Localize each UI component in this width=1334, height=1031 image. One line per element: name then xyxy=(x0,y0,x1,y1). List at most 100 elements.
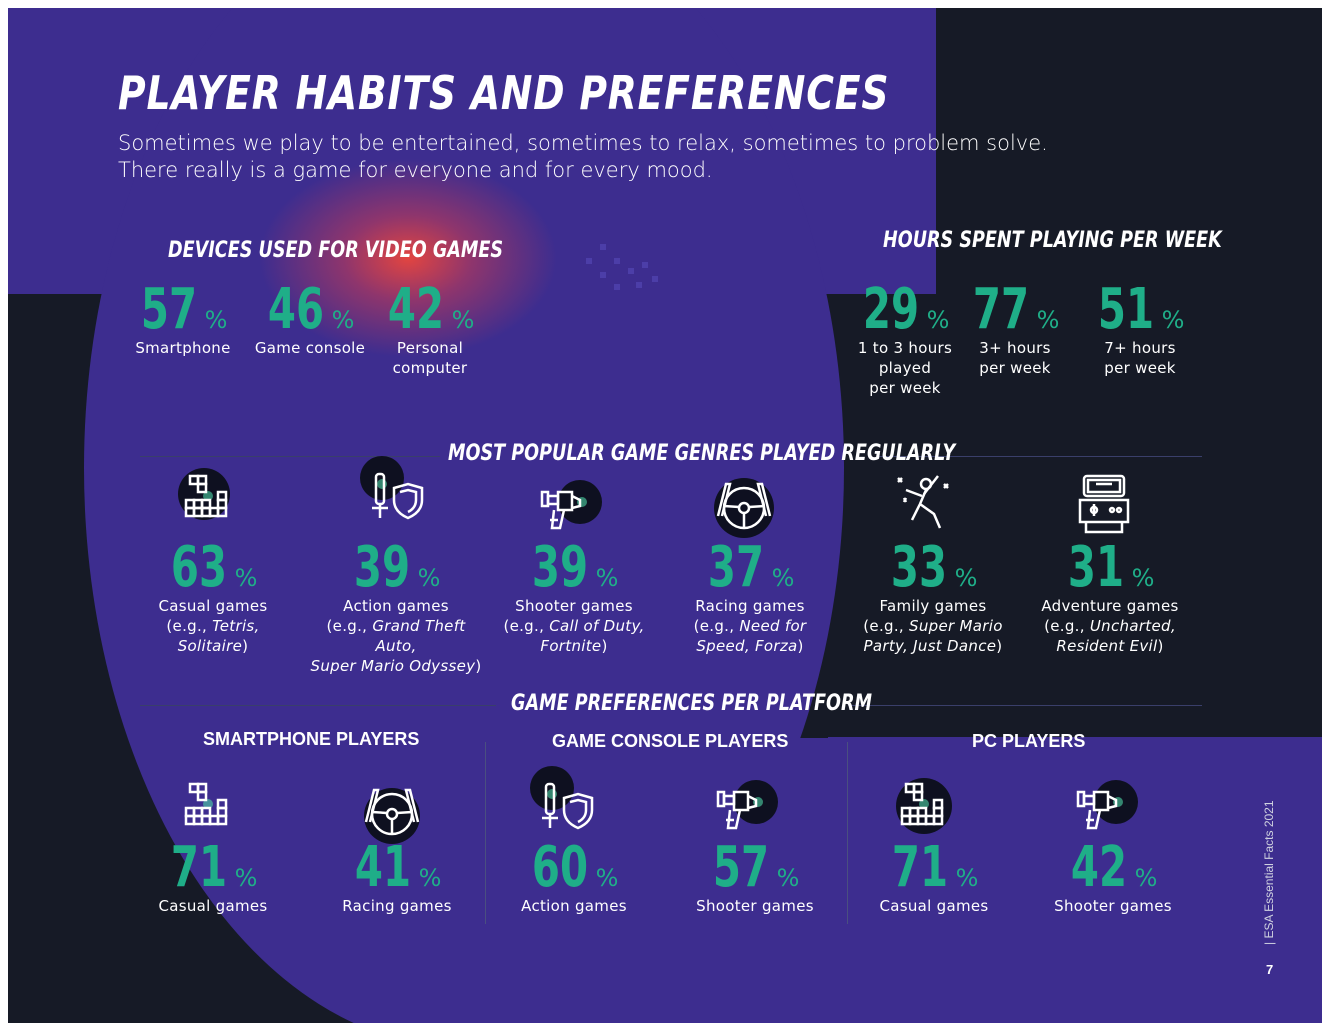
stat-unit: % xyxy=(234,864,258,892)
stat-unit: % xyxy=(1161,306,1185,334)
stat-label: Game console xyxy=(254,339,366,357)
genre-stat-action: 39% Action games (e.g., Grand Theft Auto… xyxy=(306,540,486,676)
device-stat-personal-computer: 42% Personal computer xyxy=(375,282,485,378)
genre-stat-family: 33% Family games (e.g., Super Mario Part… xyxy=(858,540,1008,656)
puzzle-blocks-icon xyxy=(894,776,958,840)
stat-value: 33 xyxy=(890,535,947,600)
pixel-dots-decoration xyxy=(586,244,666,294)
blaster-icon xyxy=(1072,774,1138,838)
example-title-2: Solitaire xyxy=(177,637,243,655)
stat-value: 77 xyxy=(972,277,1029,342)
example-prefix: (e.g., xyxy=(863,617,910,635)
stat-value: 31 xyxy=(1067,535,1124,600)
stat-label-line-1: 7+ hours xyxy=(1104,339,1176,357)
example-title-1: Call of Duty, xyxy=(549,617,645,635)
genre-name: Shooter games xyxy=(515,597,633,615)
stat-unit: % xyxy=(451,306,475,334)
page-title: PLAYER HABITS AND PREFERENCES xyxy=(118,66,890,120)
stat-label-line-1: 1 to 3 hours xyxy=(857,339,953,357)
genres-heading: MOST POPULAR GAME GENRES PLAYED REGULARL… xyxy=(448,441,956,466)
example-title-2: Party, Just Dance xyxy=(863,637,997,655)
hours-heading: HOURS SPENT PLAYING PER WEEK xyxy=(883,228,1222,253)
example-title-2: Speed, Forza xyxy=(696,637,798,655)
stat-label-line-3: per week xyxy=(869,379,941,397)
arcade-machine-icon xyxy=(1072,472,1136,536)
divider-line xyxy=(140,456,440,457)
steering-wheel-icon xyxy=(360,782,424,846)
example-prefix: (e.g., xyxy=(503,617,550,635)
puzzle-blocks-icon xyxy=(178,468,242,532)
stat-unit: % xyxy=(955,864,979,892)
stat-value: 60 xyxy=(531,835,588,900)
example-title-1: Tetris, xyxy=(212,617,260,635)
blaster-icon xyxy=(536,474,602,538)
subtitle-line-2: There really is a game for everyone and … xyxy=(118,158,713,182)
genre-stat-adventure: 31% Adventure games (e.g., Uncharted, Re… xyxy=(1035,540,1185,656)
blaster-icon xyxy=(712,774,778,838)
subtitle-line-1: Sometimes we play to be entertained, som… xyxy=(118,131,1048,155)
stat-value: 71 xyxy=(170,835,227,900)
hours-stat-7-plus: 51% 7+ hours per week xyxy=(1095,282,1185,378)
steering-wheel-icon xyxy=(712,476,776,540)
example-suffix: ) xyxy=(797,637,804,655)
page-number: 7 xyxy=(1266,962,1274,977)
stat-unit: % xyxy=(1036,306,1060,334)
stat-value: 37 xyxy=(707,535,764,600)
stat-unit: % xyxy=(418,864,442,892)
devices-heading: DEVICES USED FOR VIDEO GAMES xyxy=(168,238,504,263)
dancer-icon xyxy=(890,470,954,534)
stat-label: Casual games xyxy=(158,897,268,915)
hours-stat-3-plus: 77% 3+ hours per week xyxy=(970,282,1060,378)
stat-unit: % xyxy=(417,564,441,592)
example-title-1: Grand Theft Auto, xyxy=(372,617,466,655)
stat-value: 46 xyxy=(267,277,324,342)
stat-value: 71 xyxy=(891,835,948,900)
stat-unit: % xyxy=(331,306,355,334)
example-prefix: (e.g., xyxy=(1044,617,1090,635)
stat-label-line-2: played xyxy=(878,359,932,377)
stat-value: 57 xyxy=(140,277,197,342)
genre-name: Adventure games xyxy=(1041,597,1179,615)
stat-label: Shooter games xyxy=(1054,897,1172,915)
platform-stat-pc-shooter: 42% Shooter games xyxy=(1048,840,1178,916)
divider-line xyxy=(878,456,1202,457)
stat-unit: % xyxy=(1131,564,1155,592)
genre-name: Family games xyxy=(879,597,987,615)
stat-label-line-2: computer xyxy=(392,359,468,377)
stat-value: 39 xyxy=(353,535,410,600)
example-suffix: ) xyxy=(242,637,249,655)
example-suffix: ) xyxy=(1157,637,1164,655)
platform-stat-pc-casual: 71% Casual games xyxy=(874,840,994,916)
background-purple-block-left xyxy=(404,738,864,1023)
platform-stat-console-action: 60% Action games xyxy=(514,840,634,916)
example-prefix: (e.g., xyxy=(693,617,740,635)
platform-stat-smartphone-casual: 71% Casual games xyxy=(153,840,273,916)
example-title-1: Need for xyxy=(739,617,807,635)
stat-value: 51 xyxy=(1097,277,1154,342)
stat-unit: % xyxy=(771,564,795,592)
stat-label-line-2: per week xyxy=(1104,359,1176,377)
platform-stat-console-shooter: 57% Shooter games xyxy=(690,840,820,916)
example-title-2: Super Mario Odyssey xyxy=(310,657,476,675)
stat-value: 29 xyxy=(862,277,919,342)
device-stat-smartphone: 57% Smartphone xyxy=(123,282,243,358)
stat-unit: % xyxy=(595,864,619,892)
example-suffix: ) xyxy=(475,657,482,675)
stat-unit: % xyxy=(204,306,228,334)
stat-unit: % xyxy=(954,564,978,592)
stat-value: 42 xyxy=(1070,835,1127,900)
stat-label: Casual games xyxy=(879,897,989,915)
stat-label: Racing games xyxy=(342,897,452,915)
stat-value: 41 xyxy=(354,835,411,900)
stat-unit: % xyxy=(926,306,950,334)
platform-heading-smartphone: SMARTPHONE PLAYERS xyxy=(203,729,420,749)
platform-heading-pc: PC PLAYERS xyxy=(972,731,1086,751)
column-divider xyxy=(485,742,486,924)
example-title-2: Resident Evil xyxy=(1056,637,1158,655)
puzzle-blocks-icon xyxy=(178,776,242,840)
stat-label-line-1: Personal xyxy=(396,339,464,357)
stat-label-line-1: 3+ hours xyxy=(979,339,1051,357)
genre-name: Casual games xyxy=(158,597,268,615)
stat-unit: % xyxy=(1134,864,1158,892)
example-suffix: ) xyxy=(601,637,608,655)
